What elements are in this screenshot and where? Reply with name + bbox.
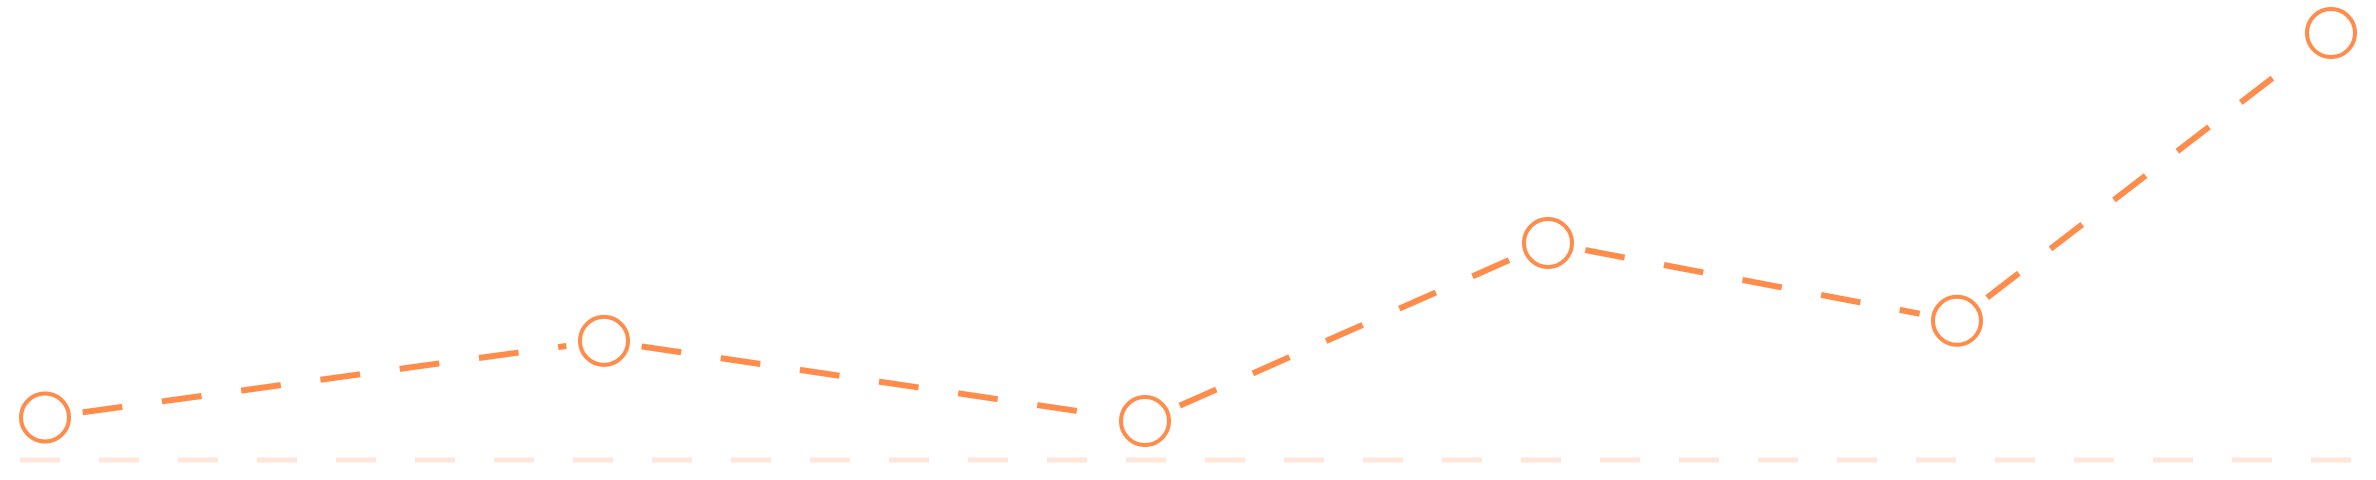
series-line-segment bbox=[82, 343, 567, 416]
series-line-segment bbox=[641, 343, 1108, 419]
marker-layer bbox=[19, 7, 2357, 448]
series-line-segment bbox=[1584, 247, 1921, 317]
data-point[interactable] bbox=[19, 391, 71, 444]
data-point[interactable] bbox=[1931, 294, 1983, 347]
data-point[interactable] bbox=[2305, 7, 2357, 60]
series-line-segment bbox=[1985, 53, 2303, 300]
series-line-layer bbox=[82, 53, 2303, 419]
data-point[interactable] bbox=[1522, 216, 1574, 269]
data-point[interactable] bbox=[1119, 395, 1171, 448]
series-line-segment bbox=[1178, 255, 1515, 409]
data-point[interactable] bbox=[578, 314, 630, 367]
